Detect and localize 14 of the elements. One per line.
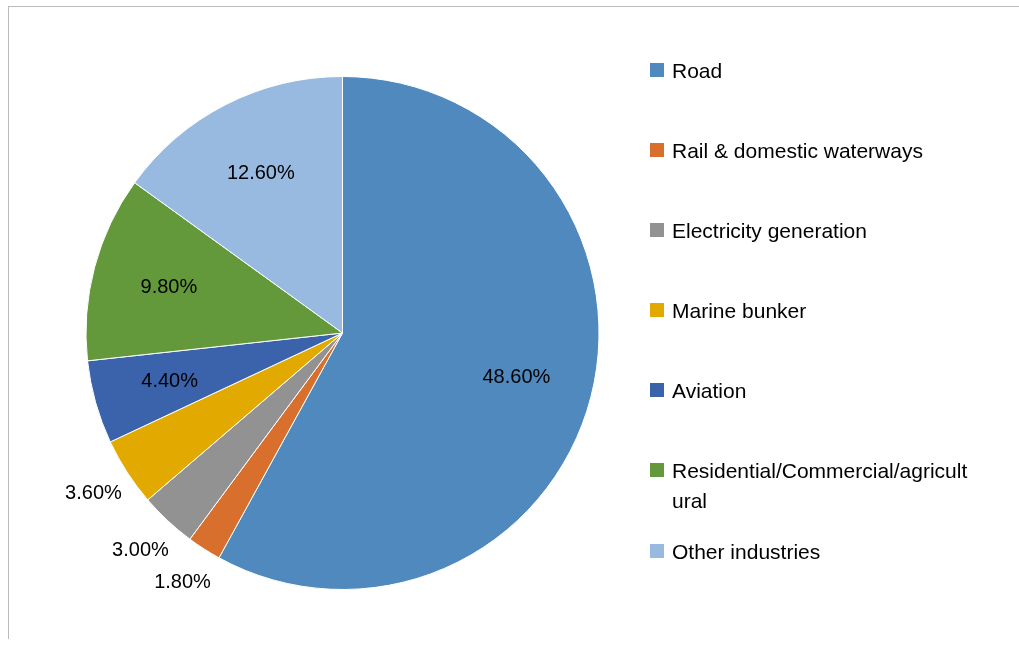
data-label: 48.60% [482,365,551,388]
legend-label: Aviation [672,378,748,404]
data-label: 1.80% [154,570,212,593]
legend-label: Road [672,58,724,84]
data-label: 3.60% [65,481,123,504]
legend-label: Rail & domestic waterways [672,138,924,164]
legend-label: Residential/Commercial/agricultural [672,458,969,514]
legend-label: Electricity generation [672,218,868,244]
data-label: 9.80% [140,274,198,297]
legend-label: Other industries [672,539,822,565]
data-label: 12.60% [226,160,295,183]
data-label: 3.00% [112,537,170,560]
data-label: 4.40% [141,369,199,392]
legend-label: Marine bunker [672,298,808,324]
